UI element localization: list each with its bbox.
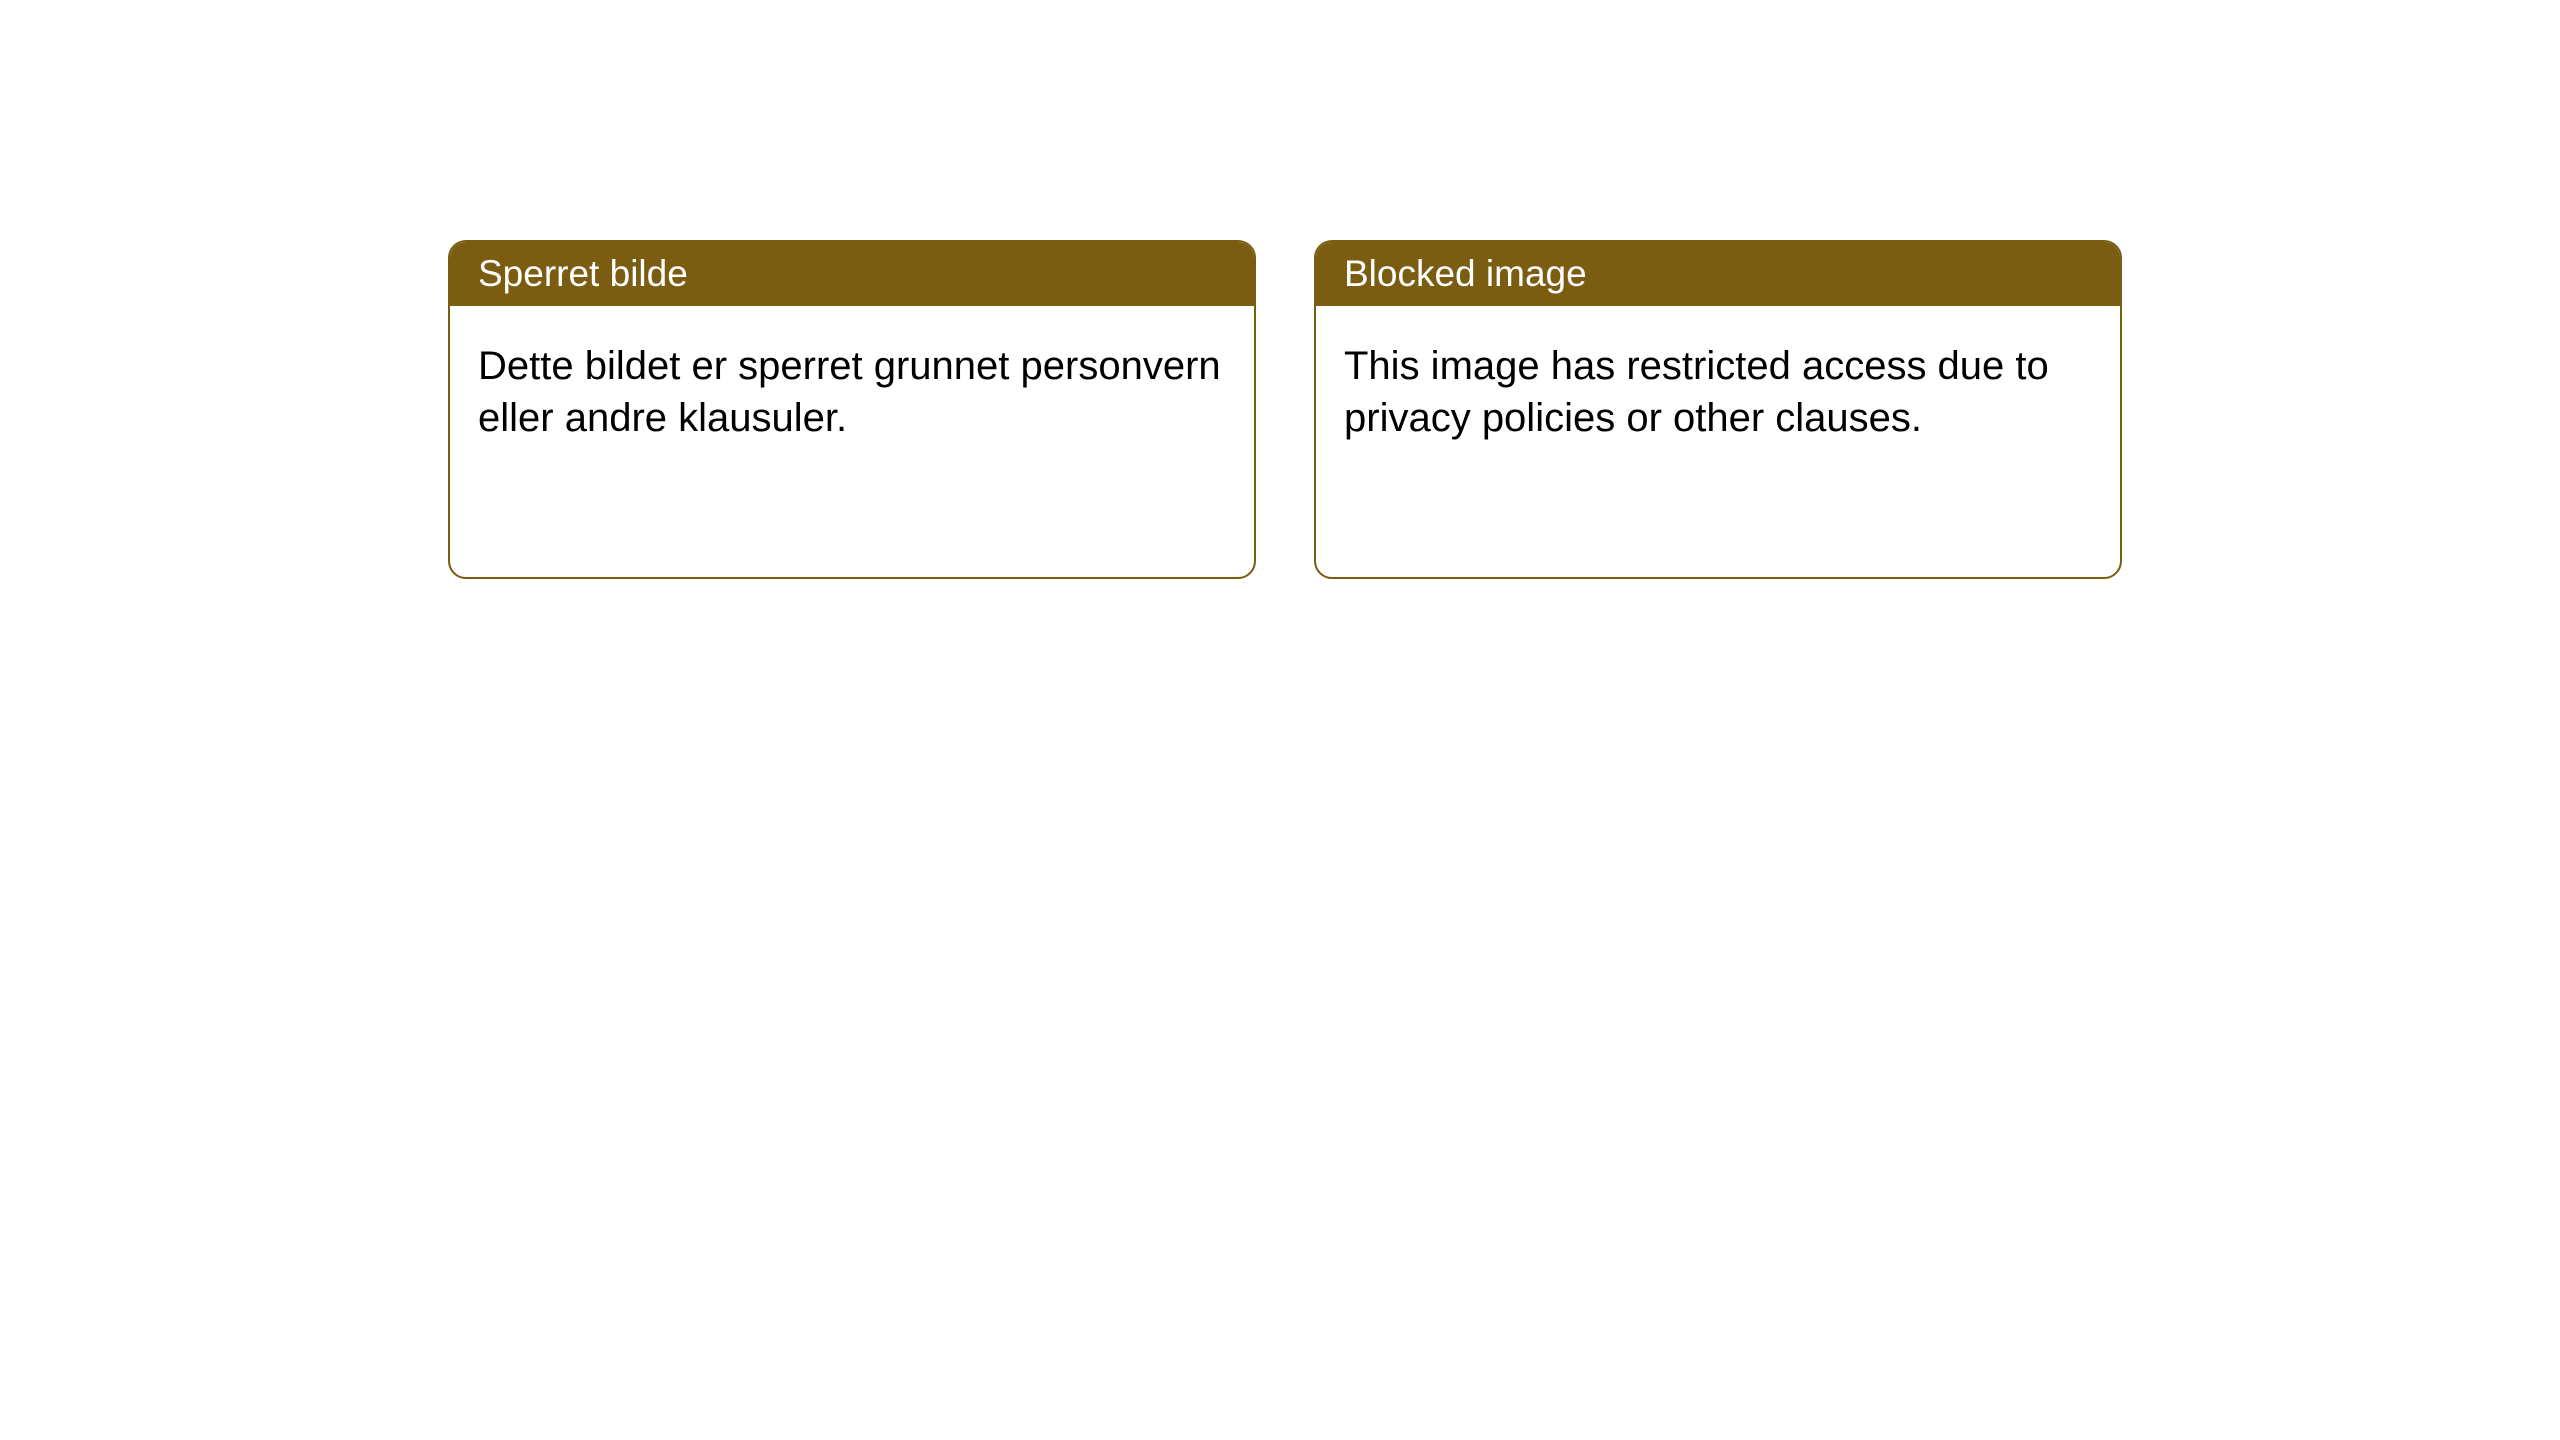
notice-header: Blocked image [1316, 242, 2120, 306]
notice-container: Sperret bilde Dette bildet er sperret gr… [448, 240, 2122, 579]
notice-body-text: This image has restricted access due to … [1344, 344, 2049, 440]
notice-header: Sperret bilde [450, 242, 1254, 306]
notice-title: Sperret bilde [478, 253, 688, 294]
notice-title: Blocked image [1344, 253, 1587, 294]
notice-body: Dette bildet er sperret grunnet personve… [450, 306, 1254, 478]
notice-card-norwegian: Sperret bilde Dette bildet er sperret gr… [448, 240, 1256, 579]
notice-body-text: Dette bildet er sperret grunnet personve… [478, 344, 1221, 440]
notice-card-english: Blocked image This image has restricted … [1314, 240, 2122, 579]
notice-body: This image has restricted access due to … [1316, 306, 2120, 478]
